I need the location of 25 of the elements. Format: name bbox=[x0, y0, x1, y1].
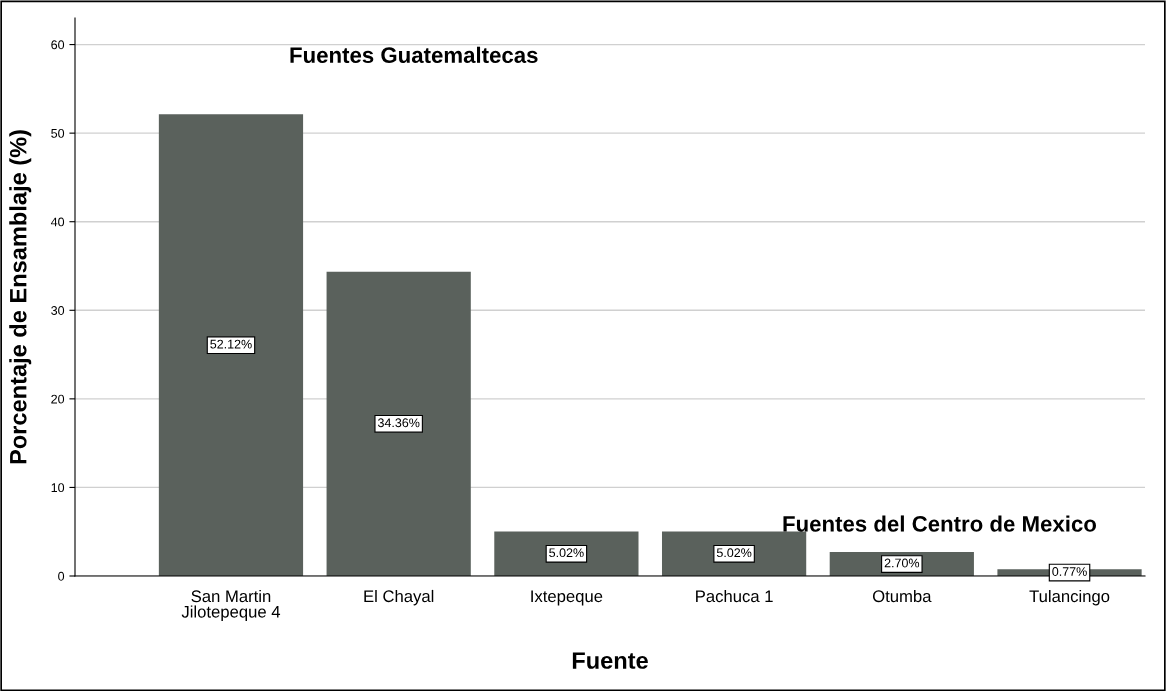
y-tick-label: 10 bbox=[51, 483, 65, 493]
data-label: 5.02% bbox=[716, 548, 752, 558]
annotation: Fuentes del Centro de Mexico bbox=[783, 515, 1097, 532]
y-tick-label: 20 bbox=[51, 394, 65, 404]
data-label: 52.12% bbox=[210, 339, 252, 349]
y-tick-label: 30 bbox=[51, 306, 65, 315]
x-tick-label: Otumba bbox=[872, 589, 932, 603]
data-label: 0.77% bbox=[1052, 567, 1087, 576]
bar bbox=[326, 271, 471, 576]
y-axis-title: Porcentaje de Ensamblaje (%) bbox=[9, 130, 32, 464]
x-tick-label: San Martin Jilotepeque 4 bbox=[181, 589, 281, 621]
x-tick-label: Pachuca 1 bbox=[696, 589, 773, 603]
y-tick-label: 50 bbox=[51, 128, 65, 138]
data-label: 2.70% bbox=[884, 558, 920, 568]
x-tick-label: El Chayal bbox=[364, 589, 434, 606]
x-axis-title: Fuente bbox=[572, 652, 648, 669]
bar bbox=[158, 114, 304, 576]
annotation: Fuentes Guatemaltecas bbox=[290, 46, 538, 64]
y-tick-label: 40 bbox=[50, 217, 65, 227]
data-label: 5.02% bbox=[549, 548, 584, 558]
x-tick-label: Tulancingo bbox=[1029, 589, 1110, 606]
x-tick-label: Ixtepeque bbox=[531, 590, 603, 606]
y-tick-label: 60 bbox=[51, 40, 65, 50]
data-label: 34.36% bbox=[377, 418, 420, 428]
y-tick-label: 0 bbox=[58, 571, 65, 581]
